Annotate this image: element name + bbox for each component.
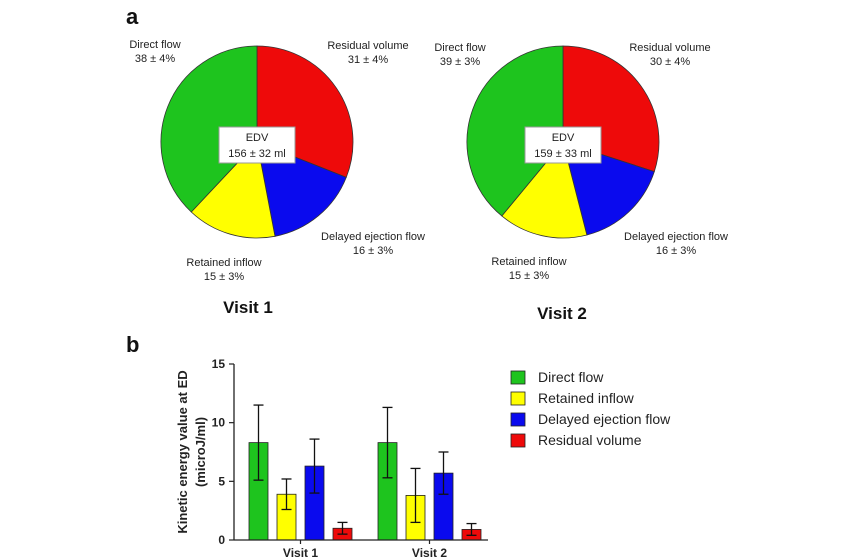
pie-1-label-direct-flow-name: Direct flow bbox=[129, 39, 180, 51]
panel-a-letter: a bbox=[126, 4, 139, 29]
bar-chart-y-ticks: 0 5 10 15 bbox=[212, 357, 234, 547]
bar-chart-y-axis-label-line-2: (microJ/ml) bbox=[193, 417, 208, 487]
pie-chart-visit-2: EDV 159 ± 33 ml Residual volume 30 ± 4% … bbox=[434, 42, 728, 323]
legend-swatch-delayed-ejection-flow bbox=[510, 412, 526, 427]
pie-2-label-direct-flow-value: 39 ± 3% bbox=[440, 56, 481, 68]
pie-2-label-retained-inflow: Retained inflow 15 ± 3% bbox=[491, 256, 566, 282]
y-tick-label: 10 bbox=[212, 416, 226, 430]
panel-b-letter: b bbox=[126, 332, 139, 357]
pie-1-label-delayed-ejection-flow-name: Delayed ejection flow bbox=[321, 231, 425, 243]
pie-1-slice-direct-flow bbox=[160, 45, 258, 213]
bar-chart-bars bbox=[248, 404, 482, 541]
pie-2-label-residual-volume-name: Residual volume bbox=[629, 42, 710, 54]
pie-2-label-direct-flow: Direct flow 39 ± 3% bbox=[434, 42, 485, 68]
pie-2-center-value: 159 ± 33 ml bbox=[534, 148, 591, 160]
bar-chart-legend: Direct flow Retained inflow Delayed ejecti… bbox=[510, 369, 671, 448]
bar-chart-x-labels: Visit 1 Visit 2 bbox=[283, 540, 447, 559]
pie-1-label-residual-volume: Residual volume 31 ± 4% bbox=[327, 40, 408, 66]
pie-1-center-label: EDV bbox=[246, 132, 269, 144]
pie-2-label-retained-inflow-name: Retained inflow bbox=[491, 256, 566, 268]
legend-label-retained-inflow: Retained inflow bbox=[538, 390, 635, 406]
pie-2-label-delayed-ejection-flow-name: Delayed ejection flow bbox=[624, 231, 728, 243]
pie-1-label-retained-inflow: Retained inflow 15 ± 3% bbox=[186, 257, 261, 283]
x-tick-label-visit-1: Visit 1 bbox=[283, 546, 318, 559]
pie-1-center-value: 156 ± 32 ml bbox=[228, 148, 285, 160]
pie-1-slice-retained-inflow bbox=[190, 141, 276, 239]
pie-2-label-direct-flow-name: Direct flow bbox=[434, 42, 485, 54]
legend-swatch-retained-inflow bbox=[510, 391, 526, 406]
pie-1-center-box: EDV 156 ± 32 ml bbox=[218, 126, 296, 164]
pie-2-slice-direct-flow bbox=[466, 45, 564, 217]
x-tick-label-visit-2: Visit 2 bbox=[412, 546, 447, 559]
y-tick-label: 5 bbox=[218, 474, 225, 488]
pie-2-label-residual-volume: Residual volume 30 ± 4% bbox=[629, 42, 710, 68]
pie-1-label-direct-flow: Direct flow 38 ± 4% bbox=[129, 39, 180, 65]
legend-label-direct-flow: Direct flow bbox=[538, 369, 604, 385]
pie-2-slice-delayed-ejection-flow bbox=[562, 141, 655, 236]
legend-swatch-residual-volume bbox=[510, 433, 526, 448]
pie-1-label-retained-inflow-value: 15 ± 3% bbox=[204, 271, 245, 283]
pie-2-label-residual-volume-value: 30 ± 4% bbox=[650, 56, 691, 68]
pie-1-label-direct-flow-value: 38 ± 4% bbox=[135, 53, 176, 65]
pie-1-label-residual-volume-value: 31 ± 4% bbox=[348, 54, 389, 66]
pie-chart-visit-1: EDV 156 ± 32 ml Residual volume 31 ± 4% … bbox=[129, 39, 425, 317]
pie-2-label-delayed-ejection-flow: Delayed ejection flow 16 ± 3% bbox=[624, 231, 728, 257]
legend-swatch-direct-flow bbox=[510, 370, 526, 385]
pie-2-label-retained-inflow-value: 15 ± 3% bbox=[509, 270, 550, 282]
pie-2-title: Visit 2 bbox=[537, 304, 587, 323]
pie-2-center-label: EDV bbox=[552, 132, 575, 144]
pie-1-label-delayed-ejection-flow: Delayed ejection flow 16 ± 3% bbox=[321, 231, 425, 257]
legend-label-residual-volume: Residual volume bbox=[538, 432, 642, 448]
pie-2-label-delayed-ejection-flow-value: 16 ± 3% bbox=[656, 245, 697, 257]
pie-1-slice-delayed-ejection-flow bbox=[256, 141, 347, 237]
pie-2-center-box: EDV 159 ± 33 ml bbox=[524, 126, 602, 164]
pie-1-title: Visit 1 bbox=[223, 298, 273, 317]
y-tick-label: 0 bbox=[218, 533, 225, 547]
pie-1-label-delayed-ejection-flow-value: 16 ± 3% bbox=[353, 245, 394, 257]
y-tick-label: 15 bbox=[212, 357, 226, 371]
pie-2-slice-retained-inflow bbox=[501, 141, 588, 239]
bar-chart: Kinetic energy value at ED (microJ/ml) 0… bbox=[175, 357, 671, 559]
bar-chart-y-axis-label-line-1: Kinetic energy value at ED bbox=[175, 370, 190, 533]
legend-label-delayed-ejection-flow: Delayed ejection flow bbox=[538, 411, 671, 427]
pie-1-label-residual-volume-name: Residual volume bbox=[327, 40, 408, 52]
pie-1-label-retained-inflow-name: Retained inflow bbox=[186, 257, 261, 269]
